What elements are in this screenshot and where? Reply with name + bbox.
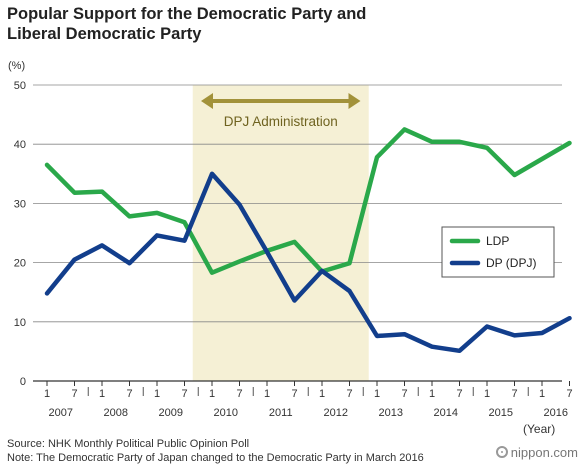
x-month-label: 1 [264,388,270,400]
x-month-label: 7 [401,388,407,400]
x-year-label: 2007 [49,407,73,419]
chart-title: Popular Support for the Democratic Party… [7,4,427,44]
legend-label: LDP [486,234,509,248]
series-line-ldp [44,127,572,275]
x-month-label: 1 [99,388,105,400]
dpj-period-shade [192,85,369,381]
party-note: Note: The Democratic Party of Japan chan… [7,451,424,464]
x-month-label: 7 [71,388,77,400]
x-month-label: 7 [566,388,572,400]
chart-title-line1: Popular Support for the Democratic Party… [7,5,367,23]
annotation-label: DPJ Administration [224,114,338,129]
x-month-label: 7 [456,388,462,400]
annotation-arrowhead-left [201,93,213,109]
brand-icon [495,446,508,458]
annotation-arrowhead-right [348,93,361,109]
y-unit-label: (%) [8,60,26,72]
x-month-label: 7 [291,388,297,400]
x-year-label: 2010 [214,407,238,419]
x-month-label: 1 [539,388,545,400]
y-tick-label: 20 [14,258,26,270]
x-month-label: 1 [319,388,325,400]
y-tick-label: 30 [14,198,26,210]
x-month-label: 7 [511,388,517,400]
x-year-label: 2009 [159,407,183,419]
y-tick-label: 0 [20,376,26,388]
x-year-label: 2014 [434,407,458,419]
x-unit-label: (Year) [523,422,556,436]
brand-text: nippon.com [510,445,578,460]
x-month-label: 1 [429,388,435,400]
chart-title-line2: Liberal Democratic Party [7,25,202,43]
x-year-label: 2012 [324,407,348,419]
x-year-label: 2015 [489,407,513,419]
x-month-label: 7 [346,388,352,400]
x-month-label: 1 [374,388,380,400]
x-month-label: 7 [126,388,132,400]
x-month-label: 1 [484,388,490,400]
legend-box [441,226,555,278]
series-line-dp [44,171,572,354]
x-year-label: 2008 [104,407,128,419]
footnotes: Source: NHK Monthly Political Public Opi… [7,438,424,465]
x-year-label: 2013 [379,407,403,419]
x-year-label: 2011 [269,407,293,419]
x-month-label: 7 [236,388,242,400]
y-tick-label: 40 [14,139,26,151]
source-note: Source: NHK Monthly Political Public Opi… [7,438,250,450]
x-month-label: 1 [209,388,215,400]
legend-label: DP (DPJ) [486,256,536,270]
x-month-label: 1 [154,388,160,400]
brand-logo: nippon.com [495,445,578,460]
x-month-label: 1 [44,388,50,400]
x-month-label: 7 [181,388,187,400]
x-year-label: 2016 [544,407,568,419]
y-tick-label: 50 [14,80,26,92]
y-tick-label: 10 [14,317,26,329]
